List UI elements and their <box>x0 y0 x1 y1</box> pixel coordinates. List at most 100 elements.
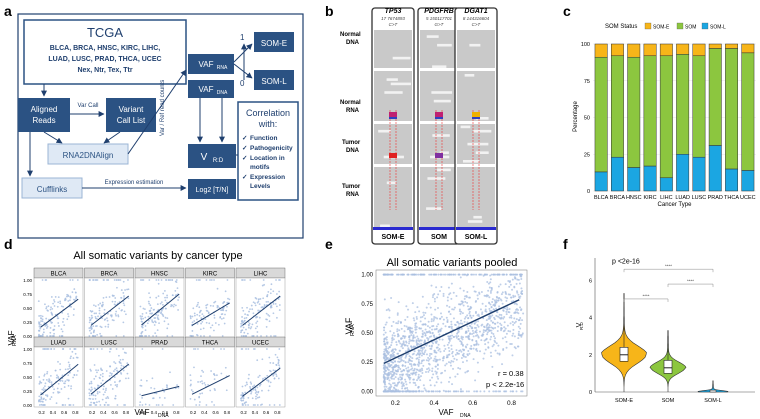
x-tick-label: 0.2 <box>240 410 247 415</box>
scatter-point <box>42 398 45 401</box>
scatter-point <box>53 325 56 327</box>
scatter-point <box>145 335 148 337</box>
scatter-point <box>47 380 50 383</box>
facet-label: LIHC <box>254 272 268 278</box>
scatter-point <box>267 291 270 293</box>
scatter-point <box>407 273 410 276</box>
y-tick-label: 1.00 <box>23 278 32 283</box>
x-axis-label: Cancer Type <box>658 202 693 208</box>
x-tick-label: KIRC <box>643 195 656 201</box>
x-tick-label: 0.4 <box>252 410 259 415</box>
bar-segment-som-e <box>725 43 738 49</box>
scatter-point <box>172 404 175 406</box>
scatter-point <box>254 392 257 394</box>
scatter-point <box>385 321 388 324</box>
scatter-point <box>39 314 42 317</box>
vaf-rna-label: VAF <box>199 60 214 69</box>
scatter-point <box>171 335 174 337</box>
scatter-point <box>496 273 499 276</box>
scatter-point <box>266 318 268 321</box>
scatter-point <box>500 324 503 327</box>
scatter-point <box>490 273 493 276</box>
scatter-point <box>41 388 44 391</box>
scatter-point <box>466 291 469 294</box>
scatter-point <box>104 325 107 328</box>
scatter-point <box>38 325 41 328</box>
scatter-point <box>413 273 416 276</box>
panel-letter-f: f <box>563 236 568 252</box>
scatter-point <box>491 301 494 304</box>
x-tick-label: HNSC <box>626 195 642 201</box>
scatter-point <box>155 296 158 299</box>
scatter-point <box>504 296 507 299</box>
x-tick-label: BLCA <box>594 195 609 201</box>
corr-item-motifs: motifs <box>250 164 270 171</box>
track-separator <box>374 164 412 167</box>
scatter-point <box>510 300 513 303</box>
x-tick-label: SOM <box>662 398 675 404</box>
scatter-point <box>493 316 496 319</box>
scatter-point <box>205 321 208 324</box>
scatter-point <box>446 304 449 307</box>
scatter-point <box>190 335 193 337</box>
scatter-point <box>513 317 516 320</box>
scatter-point <box>67 384 70 387</box>
scatter-point <box>41 404 44 406</box>
scatter-point <box>439 317 442 320</box>
scatter-point <box>450 325 453 328</box>
scatter-point <box>464 345 467 348</box>
scatter-point <box>247 314 249 317</box>
scatter-point <box>389 390 392 393</box>
x-tick-label: 0.2 <box>89 410 96 415</box>
y-tick-label: 4 <box>589 316 592 322</box>
scatter-point <box>471 333 474 336</box>
scatter-point <box>255 397 257 400</box>
scatter-point <box>453 357 456 360</box>
scatter-point <box>413 372 416 375</box>
scatter-point <box>98 309 101 312</box>
scatter-point <box>400 381 403 384</box>
scatter-point <box>403 336 406 339</box>
scatter-point <box>57 382 60 385</box>
scatter-point <box>99 335 102 337</box>
scatter-point <box>140 318 143 321</box>
scatter-point <box>122 348 125 350</box>
scatter-point <box>409 355 412 358</box>
scatter-point <box>446 343 449 346</box>
read-gap <box>475 117 489 120</box>
scatter-point <box>490 329 493 332</box>
scatter-point <box>505 332 508 335</box>
scatter-point <box>419 352 422 355</box>
scatter-point <box>159 302 162 305</box>
track-separator <box>420 121 458 124</box>
y-axis-label: VAF <box>344 317 354 334</box>
aligned-reads-label-2: Reads <box>32 116 55 125</box>
scatter-point <box>431 376 434 379</box>
scatter-point <box>414 384 417 387</box>
read-gap <box>431 91 453 94</box>
scatter-point <box>390 344 393 347</box>
scatter-point <box>405 373 408 376</box>
scatter-point <box>419 273 422 276</box>
scatter-point <box>71 279 74 281</box>
scatter-point <box>457 303 460 306</box>
scatter-point <box>439 312 442 315</box>
scatter-point <box>412 335 415 338</box>
scatter-point <box>404 387 407 390</box>
scatter-point <box>462 336 465 339</box>
scatter-point <box>64 404 67 406</box>
scatter-point <box>71 291 74 294</box>
scatter-point <box>47 305 50 308</box>
scatter-point <box>213 373 215 375</box>
scatter-point <box>388 382 391 385</box>
fit-line <box>90 363 129 395</box>
scatter-point <box>490 306 493 309</box>
read-track <box>457 30 495 228</box>
scatter-point <box>127 279 129 281</box>
scatter-point <box>99 302 102 305</box>
scatter-point <box>175 279 178 281</box>
scatter-point <box>277 377 280 380</box>
scatter-point <box>90 325 92 328</box>
scatter-point <box>472 358 475 361</box>
